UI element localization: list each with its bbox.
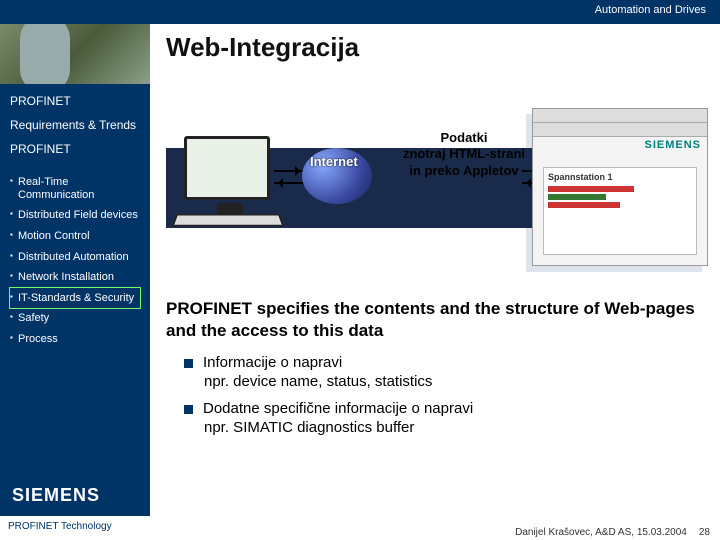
sidebar-item-label: Real-Time Communication — [18, 176, 94, 201]
sidebar-item[interactable]: Network Installation — [10, 267, 140, 288]
panel-title: Spannstation 1 — [548, 172, 692, 182]
lead-paragraph: PROFINET specifies the contents and the … — [166, 298, 700, 342]
sidebar-item[interactable]: Distributed Field devices — [10, 205, 140, 226]
internet-label: Internet — [310, 154, 358, 169]
sidebar-item[interactable]: Real-Time Communication — [10, 172, 140, 205]
footer: Danijel Krašovec, A&D AS, 15.03.2004 28 — [310, 527, 710, 538]
sidebar-list: Real-Time Communication Distributed Fiel… — [10, 172, 140, 350]
sidebar-item-label: Safety — [18, 312, 49, 324]
browser-brand: SIEMENS — [644, 139, 701, 151]
sidebar-item[interactable]: Distributed Automation — [10, 247, 140, 268]
siemens-logo: SIEMENS — [12, 485, 100, 506]
globe-icon: Internet — [302, 148, 372, 204]
balloon-line: Podatki — [380, 130, 548, 146]
bullet-subtext: npr. SIMATIC diagnostics buffer — [204, 419, 700, 436]
bullet-item: Informacije o napravi — [184, 354, 700, 371]
bullet-text: Dodatne specifične informacije o napravi — [203, 400, 473, 417]
bullet-subtext: npr. device name, status, statistics — [204, 373, 700, 390]
arrow-icon — [274, 182, 304, 184]
sidebar-item-label: Distributed Automation — [18, 251, 129, 263]
body-text: PROFINET specifies the contents and the … — [166, 298, 700, 444]
topbar-label: Automation and Drives — [595, 4, 706, 16]
arrow-icon — [274, 170, 304, 172]
footer-page: 28 — [699, 527, 710, 538]
sidebar-item[interactable]: Process — [10, 329, 140, 350]
panel-bar — [548, 186, 634, 192]
footer-author: Danijel Krašovec, A&D AS, 15.03.2004 — [515, 527, 687, 538]
bullet-item: Dodatne specifične informacije o napravi — [184, 400, 700, 417]
bullet-square-icon — [184, 359, 193, 368]
browser-toolbar — [533, 109, 707, 123]
browser-toolbar — [533, 123, 707, 137]
keyboard-icon — [172, 214, 285, 226]
sidebar-heading-profinet2: PROFINET — [10, 142, 140, 156]
sidebar-heading-profinet: PROFINET — [10, 94, 140, 108]
bullet-square-icon — [184, 405, 193, 414]
sidebar-item-label: Motion Control — [18, 230, 90, 242]
sidebar-item[interactable]: Safety — [10, 308, 140, 329]
sidebar-footer: PROFINET Technology — [0, 516, 150, 540]
sidebar-item-label: Distributed Field devices — [18, 209, 138, 221]
header: Web-Integracija — [0, 24, 720, 84]
main: PROFINET Requirements & Trends PROFINET … — [0, 84, 720, 540]
header-image — [0, 24, 150, 84]
diagram: Internet Podatki znotraj HTML-strani in … — [166, 108, 708, 278]
panel-bar — [548, 202, 620, 208]
sidebar: PROFINET Requirements & Trends PROFINET … — [0, 84, 150, 540]
page-title: Web-Integracija — [150, 24, 720, 84]
content: Internet Podatki znotraj HTML-strani in … — [150, 84, 720, 540]
sidebar-item[interactable]: Motion Control — [10, 226, 140, 247]
browser-panel: Spannstation 1 — [543, 167, 697, 255]
bullet-text: Informacije o napravi — [203, 354, 342, 371]
sidebar-item-label: Network Installation — [18, 271, 114, 283]
top-bar: Automation and Drives — [0, 0, 720, 24]
browser-screenshot: SIEMENS Spannstation 1 — [532, 108, 708, 266]
balloon-line: znotraj HTML-strani — [380, 146, 548, 162]
sidebar-item-label: IT-Standards & Security — [18, 292, 134, 304]
sidebar-heading-requirements: Requirements & Trends — [10, 118, 140, 132]
panel-bar — [548, 194, 606, 200]
computer-icon — [184, 136, 270, 200]
sidebar-item-label: Process — [18, 333, 58, 345]
sidebar-item-active[interactable]: IT-Standards & Security — [10, 288, 140, 309]
